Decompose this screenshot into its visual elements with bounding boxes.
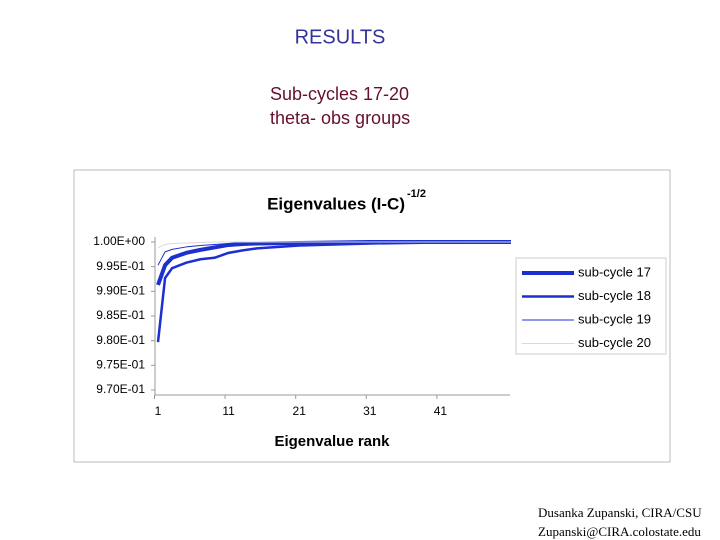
legend-label: sub-cycle 19 (578, 311, 651, 326)
y-tick-label: 9.80E-01 (96, 333, 145, 347)
subtitle: theta- obs groups (270, 108, 410, 128)
chart-title-superscript: -1/2 (407, 188, 426, 200)
legend-label: sub-cycle 17 (578, 264, 651, 279)
footer: Zupanski@CIRA.colostate.edu (538, 524, 701, 539)
legend-label: sub-cycle 18 (578, 288, 651, 303)
legend-label: sub-cycle 20 (578, 335, 651, 350)
series-line (156, 240, 512, 343)
x-axis-label: Eigenvalue rank (274, 433, 390, 450)
footer: Dusanka Zupanski, CIRA/CSU (538, 505, 702, 520)
x-tick-label: 41 (434, 404, 448, 418)
x-tick-label: 21 (293, 404, 307, 418)
y-tick-label: 9.95E-01 (96, 259, 145, 273)
y-tick-label: 9.70E-01 (96, 382, 145, 396)
y-tick-label: 9.75E-01 (96, 358, 145, 372)
x-tick-label: 1 (155, 404, 162, 418)
y-tick-label: 9.90E-01 (96, 284, 145, 298)
x-tick-label: 11 (222, 404, 235, 418)
y-tick-label: 9.85E-01 (96, 308, 145, 322)
subtitle: Sub-cycles 17-20 (270, 84, 409, 104)
y-tick-label: 1.00E+00 (93, 234, 145, 248)
series-line (157, 241, 511, 249)
slide-title: RESULTS (295, 26, 386, 48)
x-tick-label: 31 (363, 404, 377, 418)
chart-title: Eigenvalues (I-C) (267, 194, 405, 213)
